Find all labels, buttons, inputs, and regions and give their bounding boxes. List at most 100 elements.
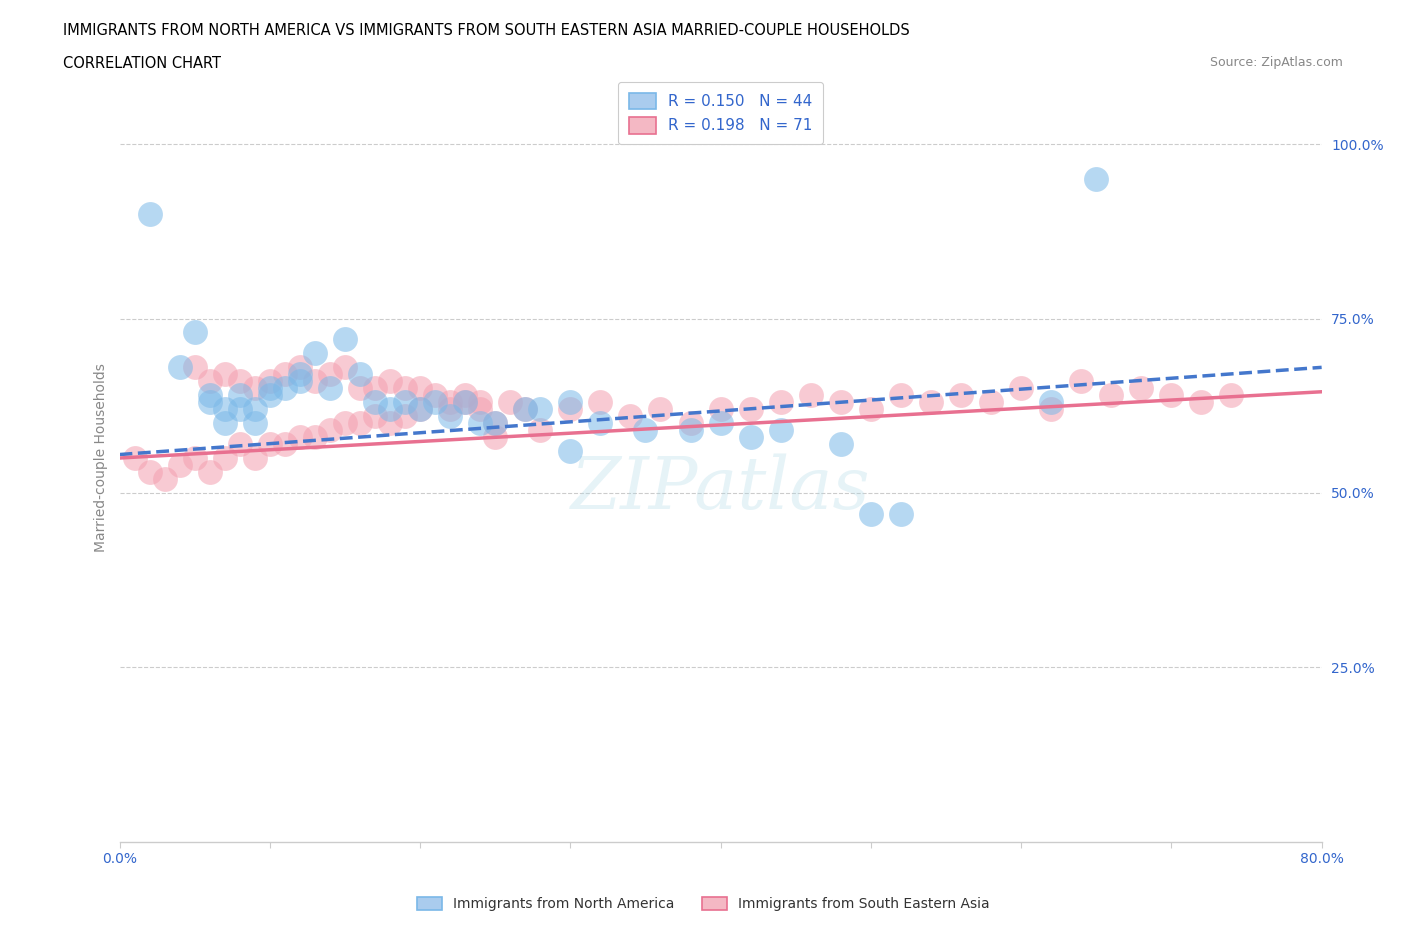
Point [1220,388,1243,403]
Point [259,437,281,452]
Point [333,416,356,431]
Point [859,507,882,522]
Point [259,381,281,396]
Point [394,409,416,424]
Point [423,388,446,403]
Point [484,416,506,431]
Point [394,381,416,396]
Point [259,374,281,389]
Point [679,416,702,431]
Point [183,326,205,340]
Point [634,423,657,438]
Point [214,416,236,431]
Point [515,402,537,417]
Point [349,381,371,396]
Point [228,388,252,403]
Point [1160,388,1182,403]
Point [214,402,236,417]
Point [198,388,221,403]
Point [423,395,446,410]
Point [274,367,297,382]
Point [304,430,326,445]
Point [319,381,342,396]
Point [169,458,191,472]
Point [198,465,221,480]
Point [243,451,266,466]
Point [589,416,612,431]
Point [364,409,387,424]
Point [709,416,731,431]
Point [439,402,461,417]
Point [1040,395,1063,410]
Point [349,367,371,382]
Point [769,423,792,438]
Point [740,402,762,417]
Point [890,507,912,522]
Point [468,416,492,431]
Text: CORRELATION CHART: CORRELATION CHART [63,56,221,71]
Point [319,423,342,438]
Legend: R = 0.150   N = 44, R = 0.198   N = 71: R = 0.150 N = 44, R = 0.198 N = 71 [617,82,824,144]
Point [304,346,326,361]
Point [439,409,461,424]
Point [228,374,252,389]
Point [259,388,281,403]
Point [769,395,792,410]
Point [288,430,311,445]
Point [243,416,266,431]
Point [920,395,942,410]
Point [214,451,236,466]
Point [499,395,522,410]
Point [1010,381,1032,396]
Point [560,402,582,417]
Point [529,402,551,417]
Point [980,395,1002,410]
Point [274,381,297,396]
Point [288,367,311,382]
Text: IMMIGRANTS FROM NORTH AMERICA VS IMMIGRANTS FROM SOUTH EASTERN ASIA MARRIED-COUP: IMMIGRANTS FROM NORTH AMERICA VS IMMIGRA… [63,23,910,38]
Point [198,395,221,410]
Point [364,395,387,410]
Point [454,395,477,410]
Point [484,416,506,431]
Point [454,395,477,410]
Point [138,206,160,221]
Y-axis label: Married-couple Households: Married-couple Households [94,364,108,552]
Point [349,416,371,431]
Point [1130,381,1153,396]
Point [950,388,973,403]
Point [274,437,297,452]
Text: Source: ZipAtlas.com: Source: ZipAtlas.com [1209,56,1343,69]
Point [364,381,387,396]
Point [378,416,401,431]
Point [228,437,252,452]
Point [679,423,702,438]
Point [1085,172,1108,187]
Point [560,395,582,410]
Point [890,388,912,403]
Point [468,395,492,410]
Point [454,388,477,403]
Point [378,374,401,389]
Point [1040,402,1063,417]
Point [183,360,205,375]
Point [138,465,160,480]
Point [830,395,852,410]
Point [304,374,326,389]
Point [515,402,537,417]
Point [529,423,551,438]
Point [800,388,823,403]
Point [619,409,641,424]
Point [228,402,252,417]
Point [409,381,432,396]
Point [378,402,401,417]
Point [1189,395,1212,410]
Point [243,402,266,417]
Point [650,402,672,417]
Point [183,451,205,466]
Point [409,402,432,417]
Point [409,402,432,417]
Point [1070,374,1092,389]
Point [740,430,762,445]
Point [484,430,506,445]
